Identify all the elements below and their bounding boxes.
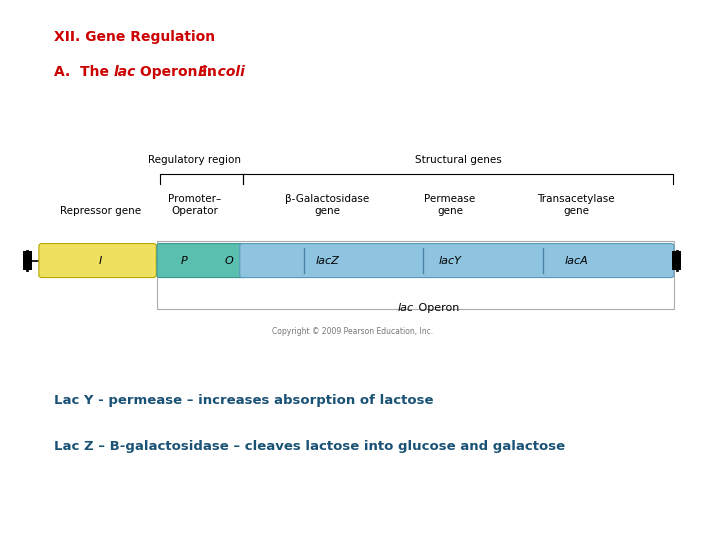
FancyBboxPatch shape: [157, 244, 246, 278]
Text: Structural genes: Structural genes: [415, 154, 502, 165]
Text: Permease
gene: Permease gene: [424, 194, 476, 216]
Text: Promoter–
Operator: Promoter– Operator: [168, 194, 221, 216]
Text: XII. Gene Regulation: XII. Gene Regulation: [54, 30, 215, 44]
FancyBboxPatch shape: [23, 251, 32, 271]
Text: lacA: lacA: [564, 255, 588, 266]
Text: Lac Y - permease – increases absorption of lactose: Lac Y - permease – increases absorption …: [54, 394, 433, 407]
Text: Repressor gene: Repressor gene: [60, 206, 141, 216]
Text: Transacetylase
gene: Transacetylase gene: [537, 194, 615, 216]
FancyBboxPatch shape: [39, 244, 156, 278]
Text: β-Galactosidase
gene: β-Galactosidase gene: [285, 194, 370, 216]
Text: lac: lac: [398, 303, 414, 314]
Text: O: O: [225, 255, 233, 266]
Text: Copyright © 2009 Pearson Education, Inc.: Copyright © 2009 Pearson Education, Inc.: [272, 327, 433, 336]
Text: P: P: [180, 255, 187, 266]
Text: Operon in: Operon in: [135, 65, 222, 79]
Text: lac: lac: [114, 65, 136, 79]
Text: E. coli: E. coli: [198, 65, 245, 79]
FancyBboxPatch shape: [672, 251, 681, 271]
Text: lacZ: lacZ: [316, 255, 339, 266]
Text: Operon: Operon: [415, 303, 459, 314]
Text: A.  The: A. The: [54, 65, 114, 79]
Text: Lac Z – B-galactosidase – cleaves lactose into glucose and galactose: Lac Z – B-galactosidase – cleaves lactos…: [54, 440, 565, 453]
Text: I: I: [99, 255, 102, 266]
Text: Regulatory region: Regulatory region: [148, 154, 241, 165]
FancyBboxPatch shape: [240, 244, 674, 278]
Text: lacY: lacY: [438, 255, 462, 266]
